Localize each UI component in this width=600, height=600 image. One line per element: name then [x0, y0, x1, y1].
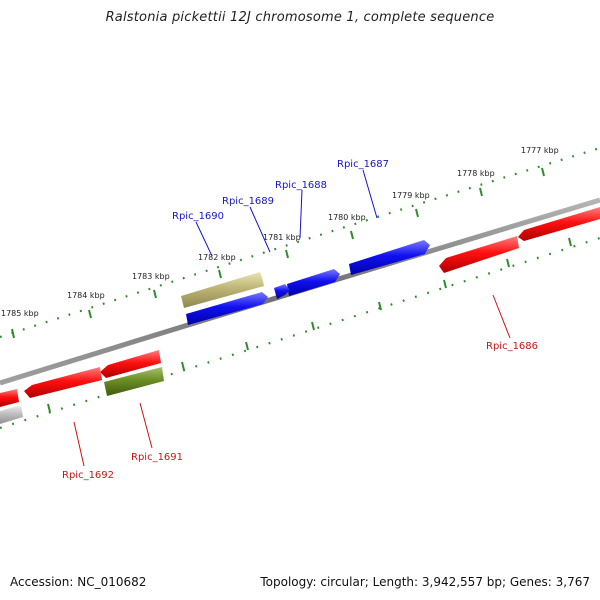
gene-rpic-1692[interactable] — [24, 367, 102, 398]
gene-tan[interactable] — [181, 272, 264, 308]
gene-rpic-1689[interactable] — [274, 284, 290, 299]
gene-label-rpic-1692: Rpic_1692 — [62, 470, 114, 481]
gene-label-rpic-1690: Rpic_1690 — [172, 211, 224, 222]
kbp-labels: 1777 kbp 1778 kbp 1779 kbp 1780 kbp 1781… — [1, 146, 559, 318]
kbp-label: 1783 kbp — [132, 272, 170, 281]
gene-label-rpic-1689: Rpic_1689 — [222, 196, 274, 207]
gene-rpic-1691[interactable] — [100, 350, 161, 378]
gene-labels: Rpic_1687 Rpic_1688 Rpic_1689 Rpic_1690 … — [62, 159, 538, 481]
kbp-label: 1784 kbp — [67, 291, 105, 300]
kbp-label: 1778 kbp — [457, 169, 495, 178]
gene-label-rpic-1691: Rpic_1691 — [131, 452, 183, 463]
gene-rpic-1686-a[interactable] — [518, 207, 600, 241]
gene-grey[interactable] — [0, 405, 23, 424]
gene-label-rpic-1687: Rpic_1687 — [337, 159, 389, 170]
outer-tick-track — [0, 146, 600, 339]
inner-tick-track — [0, 236, 600, 430]
gene-label-rpic-1686: Rpic_1686 — [486, 341, 538, 352]
leader-lines — [73, 169, 511, 467]
kbp-label: 1779 kbp — [392, 191, 430, 200]
topology-text: Topology: circular; Length: 3,942,557 bp… — [260, 575, 590, 589]
gene-label-rpic-1688: Rpic_1688 — [275, 180, 327, 191]
kbp-label: 1781 kbp — [263, 233, 301, 242]
kbp-label: 1777 kbp — [521, 146, 559, 155]
map-title: Ralstonia pickettii 12J chromosome 1, co… — [105, 10, 495, 25]
accession-text: Accession: NC_010682 — [10, 575, 147, 589]
gene-olive[interactable] — [104, 367, 164, 396]
gene-rpic-1688[interactable] — [287, 269, 340, 296]
kbp-label: 1785 kbp — [1, 309, 39, 318]
outer-major-ticks — [11, 167, 545, 339]
gene-red-edge[interactable] — [0, 389, 19, 407]
kbp-label: 1780 kbp — [328, 213, 366, 222]
gene-rpic-1686[interactable] — [439, 236, 519, 273]
kbp-label: 1782 kbp — [198, 253, 236, 262]
gene-rpic-1690[interactable] — [186, 292, 268, 325]
gene-rpic-1687[interactable] — [349, 240, 430, 275]
